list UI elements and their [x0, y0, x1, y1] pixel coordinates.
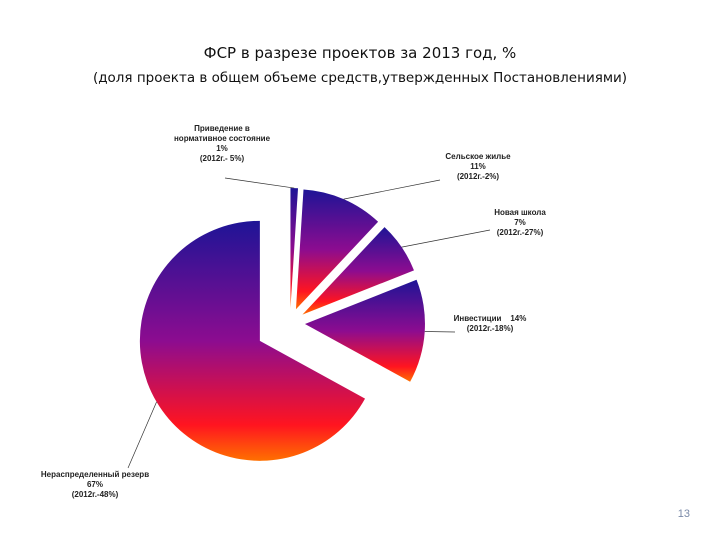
previous-year-label: (2012г.- 5%)	[199, 154, 245, 163]
leader-line	[127, 401, 157, 469]
previous-year-label: (2012г.-27%)	[496, 228, 544, 237]
pie-slice	[139, 220, 366, 461]
category-label: Инвестиции	[453, 314, 502, 323]
pie-slice	[302, 227, 414, 315]
leader-line	[401, 229, 491, 248]
data-label: Инвестиции 14% (2012г.-18%)	[430, 314, 550, 334]
chart-subtitle: (доля проекта в общем объеме средств,утв…	[92, 70, 628, 86]
previous-year-label: (2012г.-2%)	[456, 172, 500, 181]
leader-line	[424, 331, 456, 333]
data-label: Новая школа 7% (2012г.-27%)	[470, 208, 570, 238]
value-label: 14%	[510, 314, 527, 323]
value-label: 67%	[86, 480, 103, 489]
page-number: 13	[677, 508, 690, 520]
category-label: Новая школа	[494, 208, 546, 217]
value-label: 1%	[216, 144, 228, 153]
pie-slice	[290, 188, 299, 309]
previous-year-label: (2012г.-48%)	[71, 490, 119, 499]
leader-line	[224, 177, 295, 189]
category-label: Нераспределенный резерв	[40, 470, 150, 479]
category-label: Приведение в нормативное состояние	[173, 124, 271, 143]
data-label: Нераспределенный резерв 67% (2012г.-48%)	[25, 470, 165, 500]
pie-slice	[304, 279, 425, 382]
data-label: Приведение в нормативное состояние 1% (201…	[147, 124, 297, 164]
leader-line	[343, 179, 441, 200]
value-label: 7%	[514, 218, 526, 227]
chart-title: ФСР в разрезе проектов за 2013 год, %	[203, 44, 517, 62]
pie-slice	[295, 189, 379, 310]
value-label: 11%	[470, 162, 486, 171]
previous-year-label: (2012г.-18%)	[466, 324, 514, 333]
data-label: Сельское жилье 11% (2012г.-2%)	[423, 152, 533, 182]
label-row: Инвестиции 14%	[430, 314, 550, 324]
category-label: Сельское жилье	[445, 152, 511, 161]
